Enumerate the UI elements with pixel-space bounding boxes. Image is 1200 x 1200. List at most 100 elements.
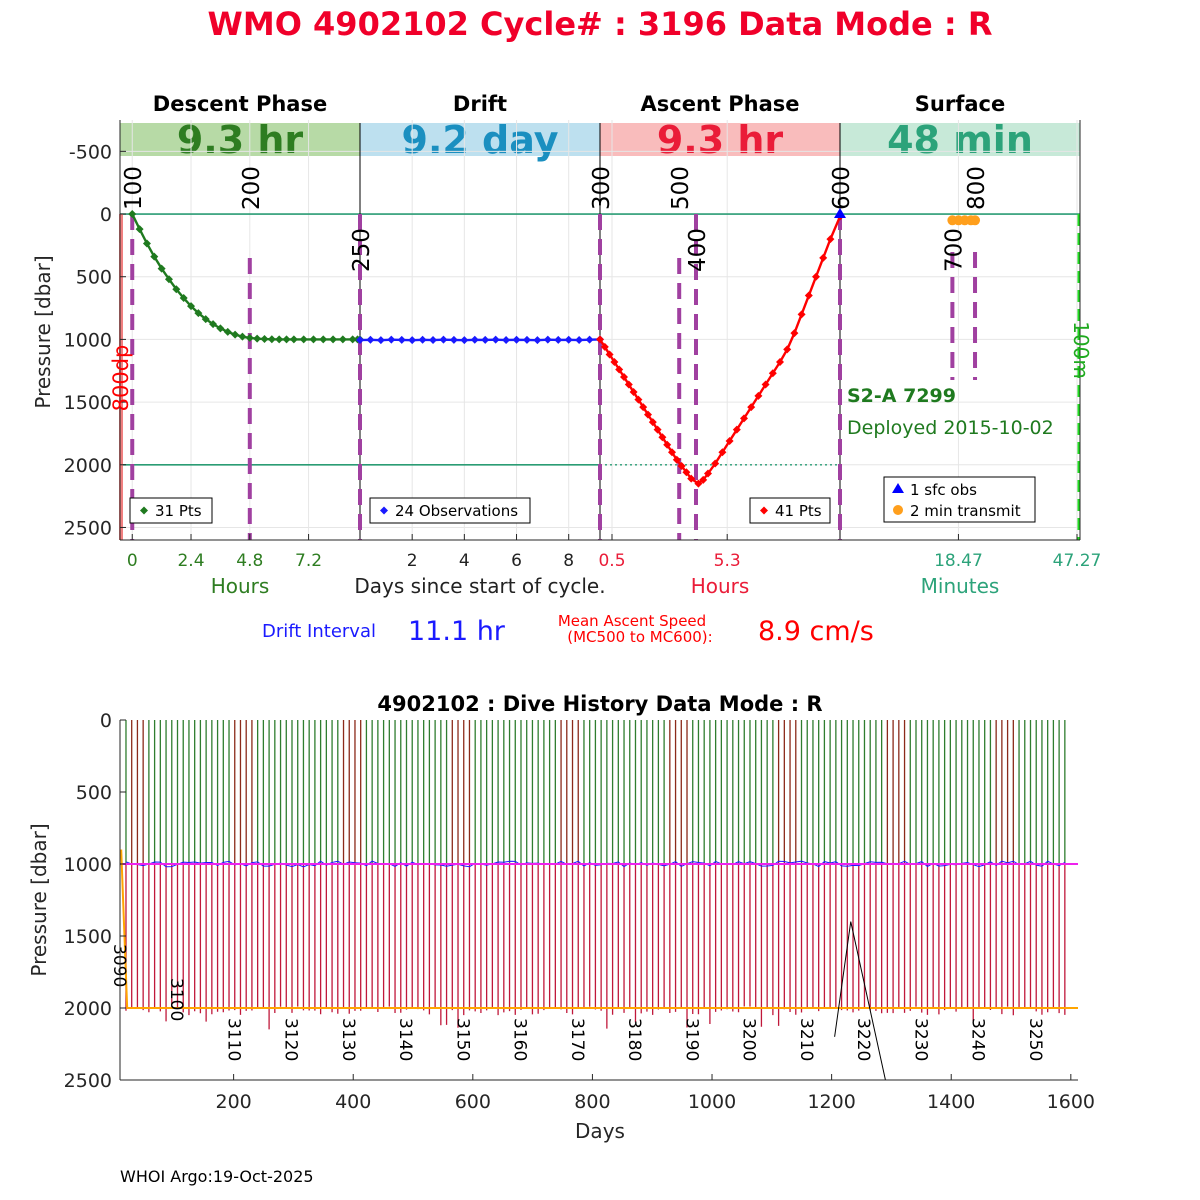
series-point-2-25	[725, 436, 734, 445]
series-point-2-8	[634, 395, 643, 404]
cycle-label-3140: 3140	[395, 1018, 415, 1061]
series-point-0-5	[164, 275, 173, 284]
ascent-speed-value: 8.9 cm/s	[758, 616, 874, 647]
phase-band-1	[360, 123, 600, 156]
cycle-label-3220: 3220	[853, 1018, 873, 1061]
series-point-1-20	[564, 335, 573, 344]
series-point-2-19	[687, 474, 696, 483]
series-point-2-30	[761, 380, 770, 389]
series-point-2-9	[639, 403, 648, 412]
profile-series	[128, 208, 981, 488]
cycle-label-3150: 3150	[452, 1018, 472, 1061]
series-point-2-6	[624, 380, 633, 389]
series-point-1-22	[585, 335, 594, 344]
mission-marker-lines: 100 200 250 300 500 400 600 700 800	[121, 123, 990, 540]
top-y-tick-label-5: 2000	[64, 455, 112, 477]
series-point-0-12	[216, 324, 225, 333]
cycle-label-3100: 3100	[166, 978, 186, 1021]
legend-text-2: 41 Pts	[775, 502, 822, 520]
series-point-2-5	[620, 373, 628, 382]
cycle-number-labels: 3090 3100 3110 3120 3130 3140 3150 3160 3170 3180…	[109, 944, 1045, 1061]
series-point-2-11	[648, 418, 657, 427]
mc-label-300: 300	[589, 166, 615, 210]
series-point-2-14	[663, 440, 672, 449]
bottom-y-tick-label-0: 0	[100, 710, 112, 732]
series-point-2-21	[699, 475, 708, 484]
bottom-x-tick-label-5: 1200	[807, 1091, 855, 1113]
series-point-2-27	[740, 414, 748, 423]
profile-target-line	[120, 849, 1078, 1009]
mc-label-250: 250	[349, 228, 375, 272]
drift-interval-label: Drift Interval	[262, 621, 376, 642]
series-point-2-12	[653, 425, 662, 434]
cycle-label-3190: 3190	[681, 1018, 701, 1061]
cycle-label-3130: 3130	[338, 1018, 358, 1061]
series-point-0-17	[253, 334, 262, 343]
series-point-2-7	[629, 388, 638, 397]
bottom-x-tick-label-2: 600	[455, 1091, 491, 1113]
series-point-1-12	[481, 335, 490, 344]
series-point-2-22	[704, 469, 712, 478]
transmit-point-4	[970, 215, 981, 226]
series-point-0-6	[172, 285, 181, 294]
series-point-1-4	[397, 335, 406, 344]
series-point-2-39	[826, 235, 835, 244]
legend-marker-2	[760, 506, 768, 515]
phase-duration-3: 48 min	[887, 118, 1033, 162]
series-point-2-23	[711, 459, 720, 468]
surface-legend-marker-0	[892, 483, 904, 493]
series-point-2-31	[768, 369, 777, 378]
series-point-0-23	[299, 335, 308, 344]
cycle-label-3090: 3090	[109, 944, 129, 987]
series-point-2-29	[754, 391, 763, 400]
bottom-axes: 0 500 1000 1500 2000 2500 200 400 600 800 1000 1200…	[64, 710, 1095, 1113]
series-point-1-7	[429, 336, 438, 345]
mc-label-800: 800	[964, 166, 990, 210]
bottom-x-tick-label-7: 1600	[1047, 1091, 1095, 1113]
series-point-2-24	[718, 448, 727, 457]
series-point-0-13	[223, 327, 232, 336]
drift-interval-value: 11.1 hr	[408, 616, 506, 647]
footer-credit: WHOI Argo:19-Oct-2025	[120, 1167, 314, 1186]
dive-history-chart: 4902102 : Dive History Data Mode : R 309…	[27, 692, 1095, 1143]
cycle-label-3170: 3170	[567, 1018, 587, 1061]
phase-name-0: Descent Phase	[153, 92, 327, 116]
dive-history-title: 4902102 : Dive History Data Mode : R	[377, 692, 822, 716]
surface-legend-text-1: 2 min transmit	[910, 502, 1021, 520]
top-x-tick-label-0-3: 7.2	[295, 551, 322, 571]
series-point-0-11	[209, 320, 218, 329]
top-y-axis-label: Pressure [dbar]	[31, 255, 55, 408]
legend-marker-1	[380, 506, 388, 515]
series-point-2-37	[812, 272, 820, 281]
series-point-2-15	[668, 448, 676, 457]
surface-legend-box	[883, 476, 1036, 523]
series-point-0-10	[201, 315, 210, 324]
series-point-1-19	[554, 335, 563, 344]
top-x-tick-label-3-1: 47.27	[1053, 551, 1102, 571]
cycle-label-3230: 3230	[910, 1018, 930, 1061]
legend-text-1: 24 Observations	[395, 502, 518, 520]
series-point-2-4	[615, 365, 624, 374]
series-point-2-28	[747, 403, 756, 412]
cycle-label-3210: 3210	[796, 1018, 816, 1061]
phase-duration-2: 9.3 hr	[657, 118, 784, 162]
series-point-1-11	[470, 335, 479, 344]
series-point-0-9	[194, 309, 203, 318]
mc-label-100: 100	[121, 166, 147, 210]
series-point-1-2	[376, 336, 385, 345]
bottom-x-tick-label-1: 400	[335, 1091, 371, 1113]
top-x-tick-label-1-1: 4	[459, 551, 470, 571]
series-point-2-20	[694, 479, 703, 488]
cycle-label-3240: 3240	[968, 1018, 988, 1061]
float-model-label: S2-A 7299	[847, 385, 956, 407]
surface-legend-marker-1	[893, 505, 903, 515]
series-point-0-20	[275, 335, 284, 344]
figure-title: WMO 4902102 Cycle# : 3196 Data Mode : R	[208, 5, 993, 43]
series-point-2-1	[600, 342, 609, 351]
top-x-tick-label-1-2: 6	[511, 551, 522, 571]
dive-history-bars	[125, 720, 1066, 1030]
series-point-0-0	[128, 210, 137, 219]
